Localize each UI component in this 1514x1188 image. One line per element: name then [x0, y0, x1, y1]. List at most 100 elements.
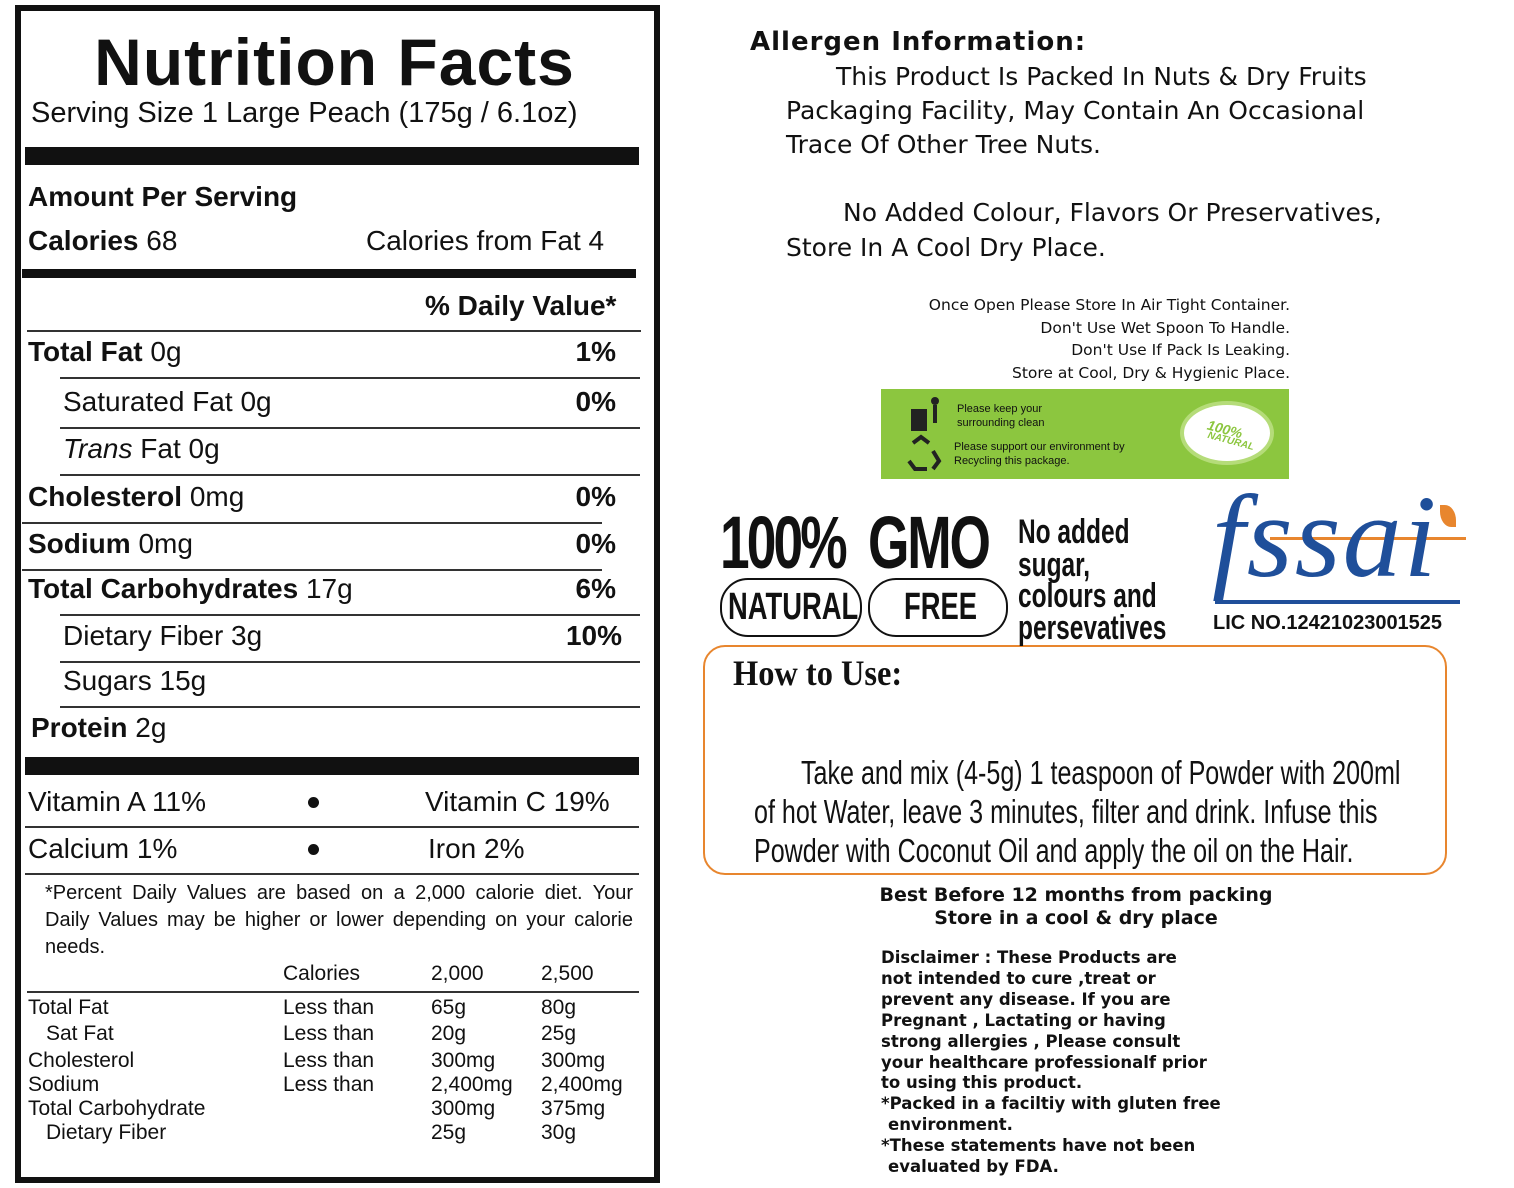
rule	[60, 614, 640, 616]
table-2500: 25g	[541, 1022, 577, 1045]
table-2500: 375mg	[541, 1097, 606, 1120]
disclaimer-text: environment.	[888, 1115, 1013, 1135]
no-added-text: persevatives	[1018, 609, 1167, 647]
best-before: Best Before 12 months from packing	[879, 884, 1273, 906]
natural-label: NATURAL	[728, 586, 859, 628]
how-to-use-box	[703, 645, 1447, 875]
table-nutrient: Total Carbohydrate	[28, 1097, 206, 1120]
disclaimer-text: Pregnant , Lactating or having	[881, 1010, 1166, 1030]
nutrient-name: Sugars	[63, 665, 152, 696]
fssai-underline	[1215, 600, 1460, 604]
nutrient-amount: 17g	[305, 573, 353, 604]
nutrient-row: Saturated Fat 0g	[63, 386, 272, 418]
how-to-use-title: How to Use:	[733, 653, 903, 693]
calories-label: Calories	[28, 225, 139, 256]
table-header: 2,500	[541, 962, 594, 985]
nutrient-name: Protein	[31, 712, 128, 743]
rule	[22, 569, 602, 571]
free-oval	[868, 578, 1008, 637]
allergen-text: Packaging Facility, May Contain An Occas…	[786, 96, 1365, 125]
nutrient-name: Dietary Fiber	[63, 620, 224, 651]
natural-oval	[720, 578, 862, 637]
disclaimer-text: strong allergies , Please consult	[881, 1031, 1181, 1051]
rule	[60, 427, 640, 429]
rule	[60, 706, 640, 708]
daily-value: 0%	[575, 481, 616, 512]
vitamin: Vitamin C 19%	[425, 786, 610, 817]
thick-rule	[25, 757, 639, 775]
rule	[25, 873, 639, 875]
table-limit: Less than	[283, 996, 375, 1019]
nutrient-name: Sodium	[28, 528, 131, 559]
nutrient-amount: 0g	[150, 336, 182, 367]
allergen-text: Store In A Cool Dry Place.	[786, 233, 1106, 262]
daily-value: 0%	[575, 528, 616, 559]
table-limit: Less than	[283, 1073, 375, 1096]
nutrient-row: Protein 2g	[31, 712, 166, 744]
table-nutrient: Sodium	[28, 1073, 100, 1096]
nutrient-name: Saturated Fat	[63, 386, 233, 417]
nutrient-row: Trans Fat 0g	[63, 433, 220, 465]
bullet	[308, 797, 319, 808]
daily-value: 1%	[575, 336, 616, 367]
serving-size: Serving Size 1 Large Peach (175g / 6.1oz…	[31, 97, 578, 129]
nutrient-amount: 0mg	[189, 481, 245, 512]
how-to-use-text: of hot Water, leave 3 minutes, filter an…	[754, 793, 1378, 830]
rule	[27, 991, 639, 993]
vitamin: Vitamin A 11%	[28, 786, 206, 817]
table-nutrient: Cholesterol	[28, 1049, 135, 1072]
free-label: FREE	[904, 586, 977, 628]
allergen-text: No Added Colour, Flavors Or Preservative…	[843, 198, 1382, 227]
disclaimer-text: *Packed in a faciltiy with gluten free	[881, 1094, 1221, 1114]
vitamin: Calcium 1%	[28, 833, 178, 864]
nutrient-row: Cholesterol 0mg	[28, 481, 244, 513]
table-2000: 25g	[431, 1121, 467, 1144]
table-limit: Less than	[283, 1049, 375, 1072]
disclaimer-text: prevent any disease. If you are	[881, 989, 1171, 1009]
allergen-text: Trace Of Other Tree Nuts.	[786, 130, 1101, 159]
nutrient-name: Total Carbohydrates	[28, 573, 299, 604]
rule	[22, 522, 602, 524]
allergen-title: Allergen Information:	[750, 27, 1087, 57]
nutrient-row: Dietary Fiber 3g	[63, 620, 262, 652]
eco-text: Please support our environment by	[954, 441, 1125, 453]
table-2000: 65g	[431, 996, 467, 1019]
disclaimer-text: evaluated by FDA.	[888, 1157, 1059, 1176]
no-added-text: sugar,	[1018, 546, 1091, 584]
eco-text: Recycling this package.	[954, 455, 1070, 467]
eco-icons	[907, 397, 942, 471]
table-nutrient: Total Fat	[28, 996, 109, 1019]
natural-seal	[1184, 405, 1270, 461]
storage-text: Once Open Please Store In Air Tight Cont…	[928, 296, 1290, 314]
how-to-use-text: Powder with Coconut Oil and apply the oi…	[754, 832, 1354, 869]
nutrient-amount: 2g	[135, 712, 167, 743]
nutrient-row: Sugars 15g	[63, 665, 206, 697]
disclaimer-text: *These statements have not been	[881, 1136, 1196, 1156]
fssai-leaf	[1440, 505, 1456, 527]
table-2000: 300mg	[431, 1049, 496, 1072]
gmo-badge: GMO	[868, 501, 991, 584]
nutrient-name: Cholesterol	[28, 481, 183, 512]
nutrition-title: Nutrition Facts	[94, 25, 575, 99]
calories-value: 68	[146, 225, 178, 256]
table-2000: 300mg	[431, 1097, 496, 1120]
rule	[60, 474, 640, 476]
best-before: Store in a cool & dry place	[934, 907, 1218, 929]
daily-value-header: % Daily Value*	[425, 290, 617, 321]
fssai-license: LIC NO.12421023001525	[1213, 612, 1443, 634]
how-to-use-text: Take and mix (4-5g) 1 teaspoon of Powder…	[801, 754, 1401, 791]
nutrient-row: Total Carbohydrates 17g	[28, 573, 353, 605]
daily-value: 10%	[565, 620, 622, 651]
storage-text: Don't Use If Pack Is Leaking.	[1071, 341, 1290, 359]
nutrient-amount: 0mg	[138, 528, 193, 559]
table-2000: 20g	[431, 1022, 467, 1045]
percent-badge: 100%	[720, 501, 848, 584]
vitamin: Iron 2%	[428, 833, 525, 864]
nutrient-amount: 15g	[159, 665, 207, 696]
amount-per-serving: Amount Per Serving	[28, 181, 298, 212]
nutrient-amount: 0g	[240, 386, 272, 417]
calories-from-fat: Calories from Fat 4	[366, 225, 605, 256]
table-nutrient: Sat Fat	[46, 1022, 114, 1045]
thick-rule	[25, 147, 639, 165]
